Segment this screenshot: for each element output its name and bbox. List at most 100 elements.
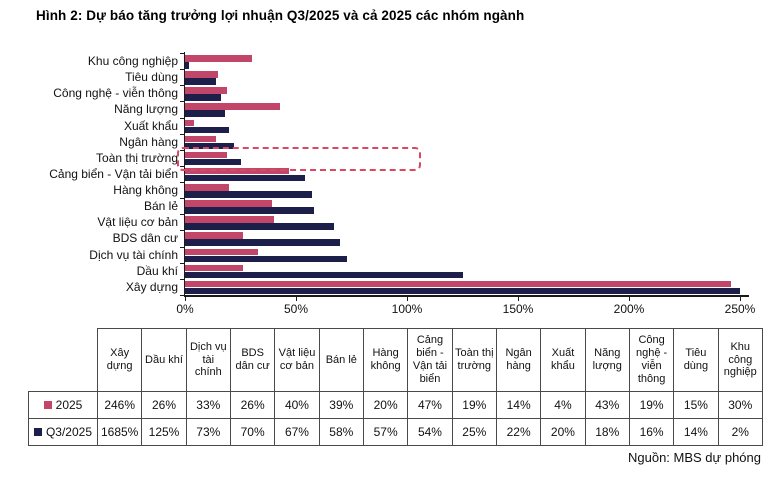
bar-2025 xyxy=(185,280,732,288)
chart-row: Ngân hàng xyxy=(0,134,769,150)
bar-2025 xyxy=(185,232,243,239)
bar-2025 xyxy=(185,151,228,159)
table-value-cell: 54% xyxy=(407,418,453,446)
bar-2025 xyxy=(185,71,219,78)
table-value-cell: 40% xyxy=(274,391,320,419)
bar-2025 xyxy=(185,167,290,175)
y-axis-tick xyxy=(179,246,184,248)
bar-2025 xyxy=(185,103,281,110)
table-value-cell: 2% xyxy=(717,418,763,446)
y-axis-tick xyxy=(179,295,184,296)
bar-q3-2025 xyxy=(185,223,334,230)
bar-q3-2025 xyxy=(185,287,740,295)
table-value-cell: 15% xyxy=(673,391,719,419)
table-value-cell: 22% xyxy=(495,418,542,446)
bar-q3-2025 xyxy=(185,78,217,85)
y-axis-tick xyxy=(179,230,184,232)
table-header-cell: Xây dựng xyxy=(96,328,143,392)
table-value-cell: 70% xyxy=(229,418,276,446)
y-axis-tick xyxy=(179,117,184,119)
table-value-cell: 14% xyxy=(673,418,719,446)
table-header-cell: Năng lượng xyxy=(584,328,630,392)
category-label: Công nghệ - viễn thông xyxy=(53,86,178,101)
table-value-cell: 47% xyxy=(407,391,453,419)
category-label: Dầu khí xyxy=(136,263,178,278)
table-value-cell: 16% xyxy=(628,418,675,446)
chart-row: Toàn thị trường xyxy=(0,150,769,166)
category-label: BDS dân cư xyxy=(112,231,178,246)
chart-row: Hàng không xyxy=(0,182,769,198)
table-row: Q3/2025 1685% 125% 73% 70% 67% 58% 57% 54% 25% 22%… xyxy=(28,418,763,446)
category-label: Vật liệu cơ bản xyxy=(97,215,178,230)
legend-swatch-icon xyxy=(43,401,52,409)
y-axis-tick xyxy=(179,214,184,216)
table-value-cell: 18% xyxy=(584,418,630,446)
y-axis-tick xyxy=(179,85,184,87)
table-header-cell: Hàng không xyxy=(362,328,409,392)
chart-row: BDS dân cư xyxy=(0,230,769,246)
table-value-cell: 14% xyxy=(495,391,542,419)
category-label: Toàn thị trường xyxy=(96,150,178,165)
x-axis-tick xyxy=(629,296,630,301)
table-value-cell: 4% xyxy=(540,391,586,419)
chart-row: Xuất khẩu xyxy=(0,118,769,134)
table-value-cell: 43% xyxy=(584,391,630,419)
bar-q3-2025 xyxy=(185,207,314,214)
category-label: Xuất khẩu xyxy=(123,118,178,133)
bar-q3-2025 xyxy=(185,239,341,246)
table-header-cell: Toàn thị trường xyxy=(451,328,497,392)
category-label: Khu công nghiệp xyxy=(87,54,178,68)
x-axis-tick-label: 250% xyxy=(724,302,756,316)
chart-row: Xây dựng xyxy=(0,279,769,295)
bar-q3-2025 xyxy=(185,126,230,134)
table-value-cell: 246% xyxy=(96,391,143,419)
table-value-cell: 20% xyxy=(540,418,586,446)
category-label: Bán lẻ xyxy=(143,199,178,214)
x-axis-tick-label: 150% xyxy=(502,302,534,316)
bar-q3-2025 xyxy=(185,110,225,117)
table-value-cell: 67% xyxy=(274,418,320,446)
category-label: Năng lượng xyxy=(114,102,178,117)
legend-series-name: 2025 xyxy=(55,398,83,412)
bar-q3-2025 xyxy=(185,94,221,101)
table-value-cell: 73% xyxy=(185,418,231,446)
legend-cell: 2025 xyxy=(28,391,98,419)
category-label: Ngân hàng xyxy=(119,134,178,149)
market-highlight-box xyxy=(177,147,421,172)
bar-2025 xyxy=(185,248,259,256)
table-value-cell: 20% xyxy=(362,391,409,419)
profit-growth-bar-chart: Khu công nghiệp Tiêu dùng Công nghệ - viễn… xyxy=(0,52,769,316)
legend-cell: Q3/2025 xyxy=(28,418,98,446)
x-axis-tick-label: 50% xyxy=(283,302,309,316)
category-label: Hàng không xyxy=(113,183,178,198)
table-header-cell: Công nghệ - viễn thông xyxy=(628,328,675,392)
table-value-cell: 25% xyxy=(451,418,497,446)
source-note: Nguồn: MBS dự phóng xyxy=(627,450,761,465)
table-value-cell: 26% xyxy=(141,391,187,419)
chart-row: Dầu khí xyxy=(0,263,769,279)
bar-2025 xyxy=(185,216,274,223)
figure-title: Hình 2: Dự báo tăng trưởng lợi nhuận Q3/… xyxy=(36,8,525,23)
chart-row: Tiêu dùng xyxy=(0,69,769,85)
table-header-cell: Bán lẻ xyxy=(318,328,364,392)
bar-2025 xyxy=(185,55,252,62)
data-table: Xây dựng Dầu khí Dịch vụ tài chính BDS dân … xyxy=(28,328,763,446)
x-axis-tick xyxy=(296,296,297,301)
y-axis-tick xyxy=(179,69,184,71)
chart-row: Công nghệ - viễn thông xyxy=(0,85,769,101)
table-header-row: Xây dựng Dầu khí Dịch vụ tài chính BDS dân … xyxy=(28,328,763,392)
category-label: Cảng biển - Vận tải biển xyxy=(49,166,178,181)
bar-2025 xyxy=(185,119,194,127)
table-header-cell: Tiêu dùng xyxy=(673,328,719,392)
y-axis-tick xyxy=(179,182,184,184)
table-header-cell: Cảng biển - Vận tải biển xyxy=(407,328,453,392)
bar-q3-2025 xyxy=(185,62,190,69)
category-label: Tiêu dùng xyxy=(125,70,178,85)
bar-q3-2025 xyxy=(185,158,241,166)
bar-2025 xyxy=(185,87,228,94)
y-axis-line xyxy=(183,52,185,295)
table-value-cell: 39% xyxy=(318,391,364,419)
category-label: Dịch vụ tài chính xyxy=(89,247,178,262)
x-axis-tick xyxy=(407,296,408,301)
y-axis-tick xyxy=(179,133,184,135)
